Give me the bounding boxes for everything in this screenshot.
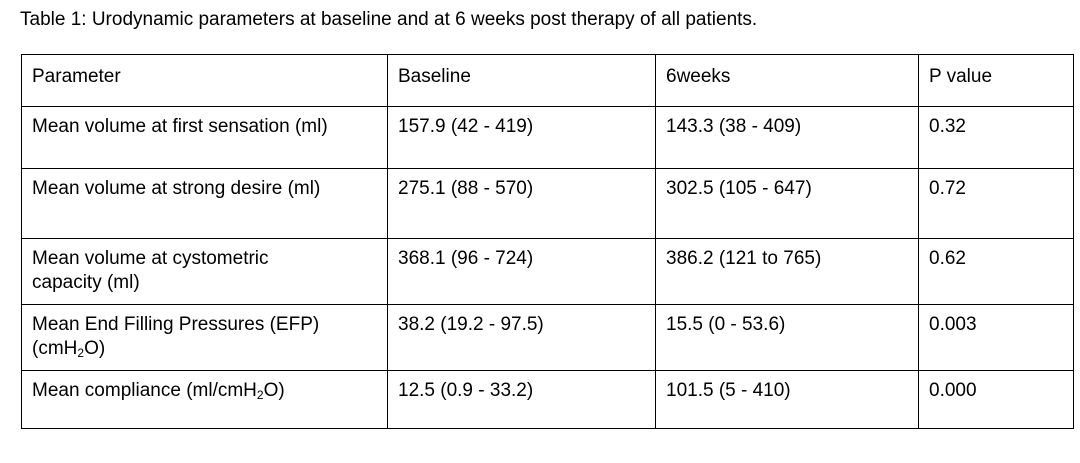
cell-p-value: 0.000 <box>918 370 1074 429</box>
cell-baseline: 368.1 (96 - 724) <box>387 238 656 305</box>
cell-p-value: 0.72 <box>918 168 1074 239</box>
header-baseline: Baseline <box>387 54 656 107</box>
cell-baseline: 12.5 (0.9 - 33.2) <box>387 370 656 429</box>
cell-baseline: 157.9 (42 - 419) <box>387 106 656 169</box>
parameter-line-1: Mean End Filling Pressures (EFP) <box>32 314 320 335</box>
table-row: Mean volume at strong desire (ml) 275.1 … <box>21 168 1074 239</box>
cell-parameter: Mean volume at cystometric capacity (ml) <box>21 238 388 305</box>
table-row: Mean End Filling Pressures (EFP) (cmH2O)… <box>21 304 1074 371</box>
cell-parameter: Mean End Filling Pressures (EFP) (cmH2O) <box>21 304 388 371</box>
table-row: Mean volume at first sensation (ml) 157.… <box>21 106 1074 169</box>
cell-p-value: 0.003 <box>918 304 1074 371</box>
cell-baseline: 275.1 (88 - 570) <box>387 168 656 239</box>
cell-parameter: Mean volume at first sensation (ml) <box>21 106 388 169</box>
parameter-line-2: capacity (ml) <box>32 272 140 293</box>
parameter-line-1: Mean volume at cystometric <box>32 248 269 269</box>
parameter-unit: (cmH2O) <box>32 338 106 360</box>
cell-6weeks: 143.3 (38 - 409) <box>655 106 919 169</box>
cell-6weeks: 101.5 (5 - 410) <box>655 370 919 429</box>
table-header-row: Parameter Baseline 6weeks P value <box>21 54 1074 107</box>
cell-6weeks: 302.5 (105 - 647) <box>655 168 919 239</box>
header-p-value: P value <box>918 54 1074 107</box>
cell-parameter: Mean compliance (ml/cmH2O) <box>21 370 388 429</box>
table-row: Mean compliance (ml/cmH2O) 12.5 (0.9 - 3… <box>21 370 1074 429</box>
cell-p-value: 0.32 <box>918 106 1074 169</box>
cell-6weeks: 15.5 (0 - 53.6) <box>655 304 919 371</box>
cell-6weeks: 386.2 (121 to 765) <box>655 238 919 305</box>
cell-parameter: Mean volume at strong desire (ml) <box>21 168 388 239</box>
urodynamic-parameters-table: Parameter Baseline 6weeks P value Mean v… <box>21 54 1074 429</box>
cell-p-value: 0.62 <box>918 238 1074 305</box>
header-6weeks: 6weeks <box>655 54 919 107</box>
cell-baseline: 38.2 (19.2 - 97.5) <box>387 304 656 371</box>
table-row: Mean volume at cystometric capacity (ml)… <box>21 238 1074 305</box>
header-parameter: Parameter <box>21 54 388 107</box>
table-caption: Table 1: Urodynamic parameters at baseli… <box>20 9 758 30</box>
